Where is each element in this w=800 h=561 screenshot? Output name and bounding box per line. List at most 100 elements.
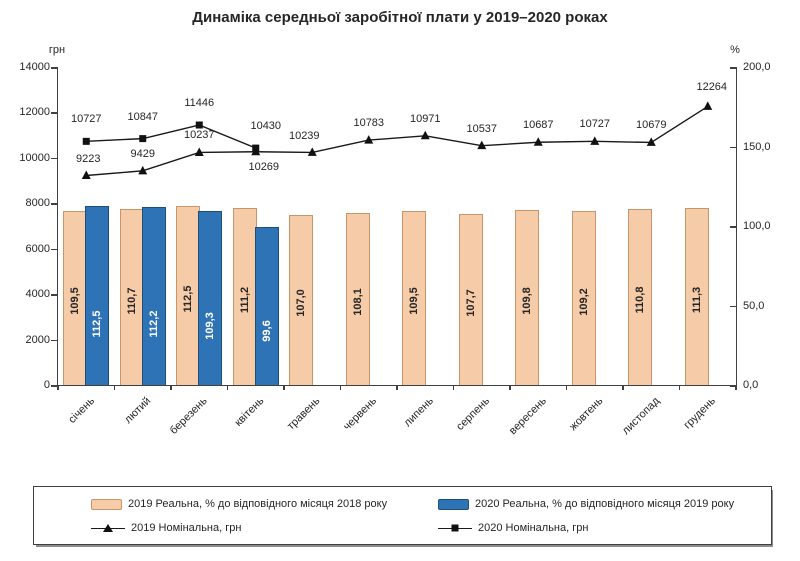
line-value-label: 9429	[130, 147, 155, 160]
left-axis-tick	[51, 248, 57, 251]
line-value-label: 12264	[696, 81, 728, 94]
legend-label-2019-nominal: 2019 Номінальна, грн	[131, 522, 242, 534]
bar-2020-real	[85, 206, 110, 385]
month-label: березень	[167, 395, 210, 437]
right-axis-tick-label: 200,0	[743, 61, 771, 73]
left-axis-tick-label: 12000	[19, 106, 50, 119]
triangle-marker-icon	[646, 137, 656, 146]
month-label: травень	[285, 395, 323, 433]
square-marker-icon	[451, 524, 459, 532]
line-value-label: 10237	[183, 129, 215, 142]
line-value-label: 10430	[250, 120, 282, 133]
line-value-label: 9223	[76, 152, 101, 165]
triangle-marker-icon	[590, 136, 600, 145]
legend-label-2020-nominal: 2020 Номінальна, грн	[478, 522, 589, 534]
x-axis-tick	[283, 386, 285, 390]
line-value-label: 10269	[248, 160, 280, 173]
month-label: січень	[65, 395, 97, 426]
month-label: серпень	[454, 395, 493, 433]
triangle-marker-icon	[138, 165, 148, 175]
legend-label-2019-real: 2019 Реальна, % до відповідного місяця 2…	[128, 498, 388, 510]
bar-2019-real	[345, 213, 370, 385]
right-axis-tick-label: 50,0	[743, 299, 765, 312]
left-axis-unit: грн	[48, 44, 66, 56]
line-value-label: 11446	[184, 97, 215, 109]
line-value-label: 10727	[579, 118, 611, 131]
bar-2019-real	[458, 213, 483, 385]
triangle-marker-icon	[194, 147, 204, 156]
month-label: лютий	[122, 395, 154, 426]
left-axis-tick-label: 14000	[19, 61, 50, 73]
legend-label-2020-real: 2020 Реальна, % до відповідного місяця 2…	[475, 498, 735, 510]
legend: 2019 Реальна, % до відповідного місяця 2…	[33, 486, 772, 545]
left-axis-tick	[51, 112, 57, 114]
square-marker-icon	[252, 144, 260, 152]
x-axis-tick	[452, 386, 454, 390]
x-axis-tick	[57, 386, 59, 390]
triangle-marker-icon	[364, 135, 374, 144]
line-value-label: 10239	[288, 130, 320, 143]
left-axis-tick-label: 4000	[25, 288, 50, 301]
right-axis-tick	[730, 385, 736, 387]
right-axis-tick-label: 100,0	[743, 220, 771, 232]
left-axis-tick	[51, 385, 57, 387]
square-marker-icon	[195, 121, 203, 129]
line-value-label: 10847	[127, 110, 159, 123]
right-axis-unit: %	[730, 44, 740, 56]
right-axis-tick	[730, 146, 736, 148]
bar-2019-real	[571, 211, 596, 385]
plot-area: 109,5 110,7 112,5 111,2 107,0 108,1 109,5 107,7…	[57, 67, 737, 386]
bar-2019-real	[628, 208, 653, 385]
bar-2019-real	[684, 208, 709, 385]
line-value-label: 10679	[635, 119, 667, 132]
line-2020-nominal	[86, 124, 257, 149]
month-label: грудень	[681, 395, 719, 432]
month-label: вересень	[506, 395, 549, 438]
left-axis-tick-label: 2000	[25, 333, 50, 346]
bar-2020-real	[141, 206, 166, 385]
triangle-marker-icon	[477, 140, 487, 150]
right-axis-tick	[730, 305, 736, 307]
bar-2019-real	[63, 210, 88, 385]
line-value-label: 10971	[409, 112, 441, 125]
left-axis-tick	[51, 294, 57, 296]
x-axis-tick	[622, 386, 624, 390]
square-marker-icon	[139, 135, 147, 143]
bar-2019-real	[232, 208, 257, 385]
x-axis-tick	[565, 386, 567, 390]
x-axis-tick	[396, 386, 398, 390]
right-axis-tick-label: 150,0	[743, 140, 771, 153]
bar-2020-real	[198, 211, 223, 385]
month-label: листопад	[619, 395, 662, 438]
left-axis-tick-label: 0	[43, 379, 50, 391]
bar-2019-real	[119, 209, 144, 385]
legend-entry-2019-nominal: 2019 Номінальна, грн	[91, 521, 241, 535]
legend-line-2019-icon	[91, 523, 125, 534]
legend-entry-2019-real: 2019 Реальна, % до відповідного місяця 2…	[91, 497, 387, 511]
triangle-marker-icon	[703, 101, 713, 110]
left-axis-tick-label: 8000	[25, 197, 50, 210]
right-axis-tick	[730, 226, 736, 228]
right-axis-tick-label: 0,0	[743, 379, 759, 391]
month-label: червень	[341, 395, 380, 433]
x-axis-tick	[678, 386, 680, 390]
line-value-label: 10727	[70, 113, 102, 126]
month-label: жовтень	[567, 395, 606, 434]
month-label: липень	[401, 395, 436, 430]
chart-title: Динаміка середньої заробітної плати у 20…	[192, 9, 608, 26]
square-marker-icon	[82, 137, 90, 145]
bar-2020-real	[254, 226, 279, 385]
x-axis-tick	[113, 386, 115, 390]
left-axis-tick	[51, 339, 57, 342]
x-axis-tick	[339, 386, 341, 390]
triangle-marker-icon	[533, 137, 543, 146]
left-axis-tick-label: 10000	[19, 151, 50, 164]
bar-2019-real	[402, 210, 427, 385]
left-axis-tick-label: 6000	[25, 242, 50, 255]
bar-2019-real	[515, 210, 540, 385]
bar-2019-real	[176, 206, 201, 385]
legend-swatch-2019-real	[91, 498, 122, 510]
line-2019-nominal	[86, 105, 709, 177]
triangle-marker-icon	[81, 170, 91, 180]
